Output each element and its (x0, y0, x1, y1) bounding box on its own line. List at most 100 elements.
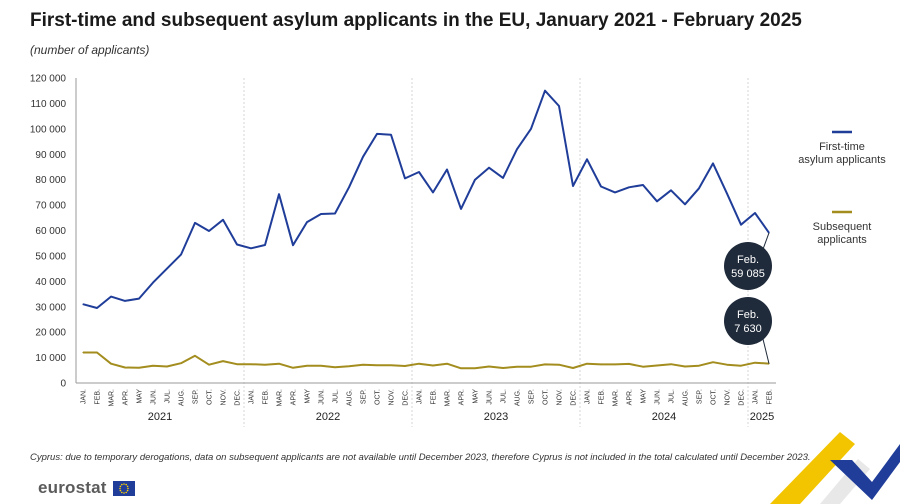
x-tick-label: DEC. (235, 389, 242, 406)
x-tick-label: DEC. (403, 389, 410, 406)
year-label: 2022 (316, 411, 340, 423)
year-label: 2023 (484, 411, 508, 423)
x-tick-label: MAR. (109, 389, 116, 407)
data-point (502, 177, 504, 179)
data-point (264, 364, 266, 366)
x-tick-label: AUG. (347, 389, 354, 406)
series-line (82, 89, 770, 309)
data-point (600, 185, 602, 188)
y-tick-label: 90 000 (35, 150, 66, 161)
data-point (250, 363, 252, 365)
data-point (362, 156, 364, 158)
data-point (348, 365, 350, 367)
logo-text: eurostat (38, 478, 107, 497)
x-tick-label: JUL. (333, 389, 340, 403)
y-tick-label: 10 000 (35, 353, 66, 364)
data-point (334, 366, 336, 368)
data-point (516, 148, 518, 150)
data-point (418, 363, 420, 365)
x-tick-label: MAY (305, 389, 312, 404)
x-tick-label: AUG. (515, 389, 522, 406)
data-point (292, 367, 294, 369)
x-tick-label: MAY (473, 389, 480, 404)
data-point (208, 364, 210, 366)
x-tick-label: FEB. (431, 389, 438, 405)
data-point (278, 193, 280, 195)
data-point (600, 363, 602, 366)
x-tick-label: FEB. (263, 389, 270, 405)
y-tick-label: 120 000 (30, 74, 67, 85)
data-point (418, 171, 420, 173)
y-tick-label: 100 000 (30, 124, 67, 135)
y-tick-label: 110 000 (31, 99, 67, 110)
data-point (586, 363, 588, 365)
data-point (348, 186, 350, 188)
callout-bubble (724, 297, 772, 345)
x-tick-label: MAR. (277, 389, 284, 407)
data-point (572, 185, 574, 187)
data-point (180, 254, 182, 256)
data-point (698, 365, 700, 367)
y-tick-label: 80 000 (35, 175, 66, 186)
x-tick-label: APR. (123, 389, 130, 405)
data-point (656, 200, 658, 202)
year-labels: 2021 2022 2023 2024 2025 (148, 411, 774, 423)
data-point (726, 364, 728, 366)
data-point (558, 364, 560, 366)
data-point (166, 365, 168, 368)
x-tick-label: OCT. (375, 389, 382, 405)
data-point (306, 221, 308, 223)
data-point (152, 282, 154, 284)
x-tick-label: JUN. (151, 389, 158, 405)
data-point (82, 351, 84, 354)
data-point (138, 298, 140, 300)
data-point (362, 364, 364, 366)
series-lines (82, 89, 770, 370)
data-point (698, 187, 700, 189)
x-tick-label: JAN. (753, 389, 760, 404)
x-tick-label: SEP. (361, 389, 368, 404)
data-point (614, 363, 616, 366)
data-point (572, 367, 574, 369)
x-axis-ticks: JAN. FEB. MAR. APR. MAY JUN. JUL. AUG. SEP. OCT. N… (81, 389, 774, 407)
data-point (222, 219, 224, 221)
x-tick-label: MAY (137, 389, 144, 404)
x-tick-label: JUN. (655, 389, 662, 405)
data-point (474, 179, 476, 181)
y-tick-label: 70 000 (35, 201, 66, 212)
data-point (222, 360, 224, 362)
x-tick-label: OCT. (207, 389, 214, 405)
x-tick-label: MAR. (445, 389, 452, 407)
data-point (740, 365, 742, 367)
x-tick-label: OCT. (543, 389, 550, 405)
x-tick-label: JUL. (501, 389, 508, 403)
x-tick-label: MAR. (613, 389, 620, 407)
data-point (208, 230, 210, 232)
data-point (152, 365, 154, 367)
data-point (124, 300, 126, 302)
data-point (138, 367, 140, 369)
data-point (726, 193, 728, 195)
x-tick-label: JAN. (81, 389, 88, 404)
data-point (642, 366, 644, 368)
chart-title: First-time and subsequent asylum applica… (30, 10, 802, 31)
x-tick-label: JAN. (585, 389, 592, 404)
x-tick-label: JAN. (417, 389, 424, 404)
data-point (446, 168, 448, 171)
x-tick-label: SEP. (193, 389, 200, 404)
x-tick-label: DEC. (571, 389, 578, 406)
data-point (236, 243, 238, 246)
data-point (586, 158, 588, 160)
data-point (432, 191, 434, 193)
data-point (488, 365, 490, 368)
y-tick-label: 40 000 (35, 277, 66, 288)
eu-flag-icon (112, 480, 135, 496)
data-point (642, 184, 644, 186)
eurostat-logo: eurostat (38, 478, 135, 498)
callout-leader (761, 334, 770, 364)
x-tick-label: AUG. (683, 389, 690, 406)
data-point (712, 162, 714, 164)
data-point (628, 186, 630, 188)
